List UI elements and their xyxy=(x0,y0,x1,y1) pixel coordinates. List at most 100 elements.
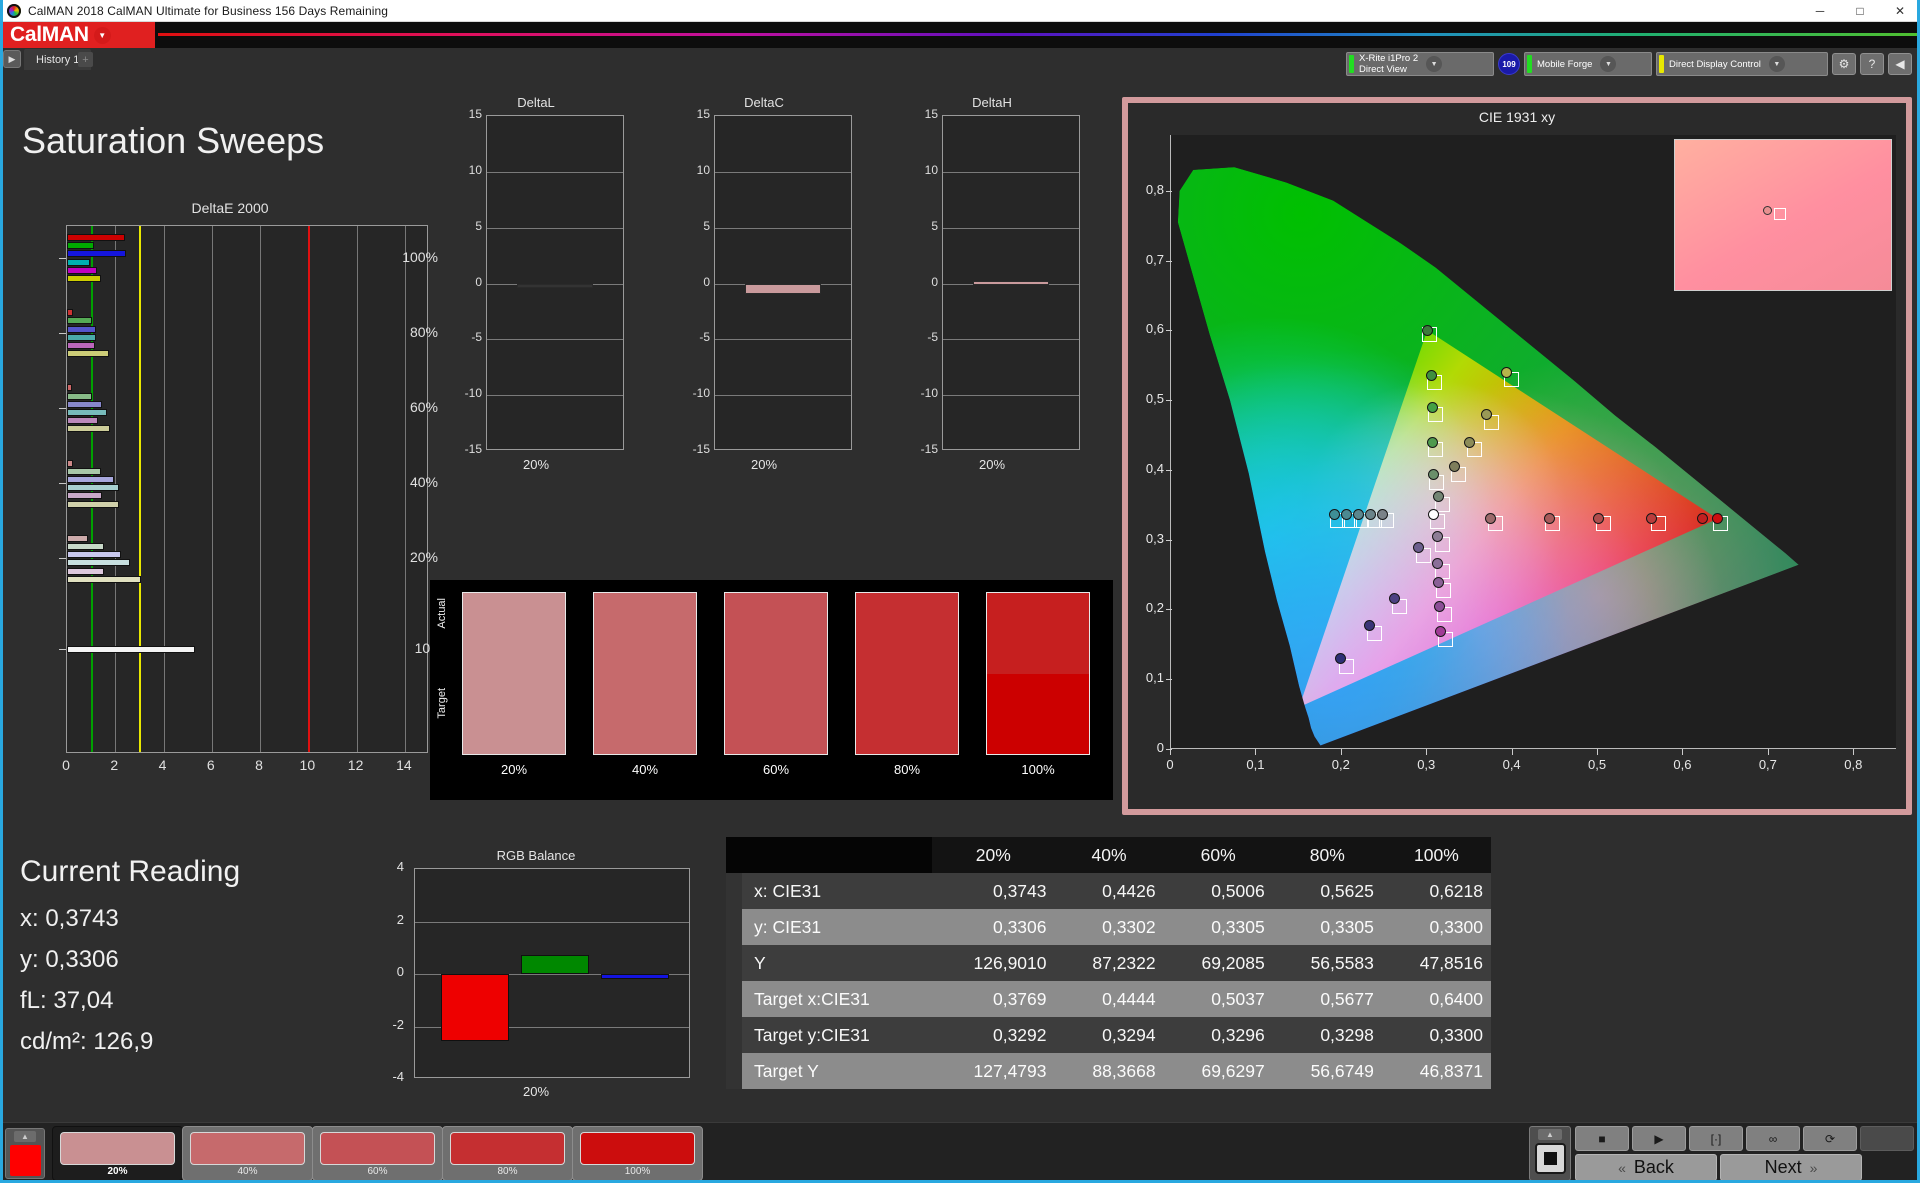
stop-measurement-button[interactable]: ▲ xyxy=(1529,1126,1571,1181)
cie-measured-point[interactable] xyxy=(1340,509,1352,521)
cie-measured-point[interactable] xyxy=(1543,513,1555,525)
deltae-xlabel: 2 xyxy=(110,757,119,773)
deltaC-bar xyxy=(744,283,822,294)
chevron-right-icon: » xyxy=(1809,1159,1818,1176)
bottom-swatch-100[interactable]: 100% xyxy=(572,1126,703,1181)
cie-measured-point[interactable] xyxy=(1593,513,1605,525)
play-arrow-icon[interactable]: ▶ xyxy=(3,50,21,68)
cie-measured-point[interactable] xyxy=(1421,324,1433,336)
blank-icon[interactable] xyxy=(1860,1126,1914,1151)
table-column-header: 40% xyxy=(1054,837,1164,873)
maximize-button[interactable]: □ xyxy=(1856,3,1864,18)
cie-measured-point[interactable] xyxy=(1431,530,1443,542)
cie-measured-point[interactable] xyxy=(1426,369,1437,381)
cie-measured-point[interactable] xyxy=(1484,512,1496,524)
add-tab-icon[interactable]: + xyxy=(78,52,93,67)
gridline xyxy=(487,227,623,229)
chevron-up-icon[interactable]: ▲ xyxy=(1538,1129,1562,1140)
cie-measured-point[interactable] xyxy=(1389,592,1401,604)
row-indicator xyxy=(726,945,742,981)
swatch-cell[interactable] xyxy=(462,592,566,755)
cie-measured-point[interactable] xyxy=(1413,541,1425,553)
swatch-cell[interactable] xyxy=(855,592,959,755)
cie-ylabel: 0,3 xyxy=(1145,530,1164,546)
chevron-down-icon[interactable]: ▼ xyxy=(1768,56,1785,72)
minimize-button[interactable]: ─ xyxy=(1815,3,1825,18)
play-icon[interactable]: ▶ xyxy=(1632,1126,1686,1151)
deltae-xlabel: 8 xyxy=(255,757,263,773)
cie-measured-point[interactable] xyxy=(1501,366,1513,378)
bottom-swatch-20[interactable]: 20% xyxy=(52,1126,183,1181)
cie-measured-point[interactable] xyxy=(1352,509,1364,521)
tab-history-1[interactable]: History 1 xyxy=(24,49,92,70)
deltae-bar xyxy=(67,459,74,467)
deltae-bar xyxy=(67,258,90,266)
refresh-icon[interactable]: ⟳ xyxy=(1803,1126,1857,1151)
gridline xyxy=(415,1026,689,1028)
cie-measured-point[interactable] xyxy=(1427,509,1439,521)
deltaL-ytick: 10 xyxy=(468,162,482,177)
next-button[interactable]: Next » xyxy=(1720,1154,1862,1181)
meter-selector[interactable]: X-Rite i1Pro 2 Direct View ▼ xyxy=(1346,52,1494,76)
cie-measured-point[interactable] xyxy=(1696,513,1708,525)
cie-measured-point[interactable] xyxy=(1433,601,1445,613)
display-control-selector[interactable]: Direct Display Control ▼ xyxy=(1656,52,1828,76)
stop-icon[interactable]: ■ xyxy=(1575,1126,1629,1151)
cie-measured-point[interactable] xyxy=(1431,557,1443,569)
chevron-down-icon[interactable]: ▼ xyxy=(1426,56,1443,72)
table-cell: 56,5583 xyxy=(1310,952,1374,973)
swatch-cell[interactable] xyxy=(724,592,828,755)
cie-measured-point[interactable] xyxy=(1329,509,1341,521)
swatch-cell[interactable] xyxy=(986,592,1090,755)
cie-measured-point[interactable] xyxy=(1434,626,1446,638)
cie-measured-point[interactable] xyxy=(1449,460,1461,472)
cie-measured-point[interactable] xyxy=(1426,401,1438,413)
cie-measured-point[interactable] xyxy=(1464,436,1476,448)
axis-tick xyxy=(1853,749,1855,755)
device-toolbar: X-Rite i1Pro 2 Direct View ▼ 109 Mobile … xyxy=(1346,52,1912,76)
gridline xyxy=(487,395,623,397)
bottom-swatch-40[interactable]: 40% xyxy=(182,1126,313,1181)
table-cell: 0,3305 xyxy=(1211,916,1265,937)
question-icon[interactable]: ? xyxy=(1860,53,1884,75)
gear-icon[interactable]: ⚙ xyxy=(1832,53,1856,75)
home-swatch-button[interactable]: ▲ xyxy=(5,1128,45,1179)
table-cell: 88,3668 xyxy=(1092,1060,1156,1081)
cie-measured-point[interactable] xyxy=(1646,513,1658,525)
axis-tick xyxy=(1166,609,1172,611)
deltaH-ytick: -10 xyxy=(920,386,938,401)
cie-measured-point[interactable] xyxy=(1335,652,1347,664)
chevron-up-icon[interactable]: ▲ xyxy=(14,1131,36,1142)
bottom-swatch-label: 60% xyxy=(367,1166,388,1177)
cie-measured-point[interactable] xyxy=(1377,509,1389,521)
cie-measured-point[interactable] xyxy=(1432,577,1444,589)
table-cell: 0,3743 xyxy=(992,880,1047,901)
cie-measured-point[interactable] xyxy=(1432,490,1444,502)
cie-measured-point[interactable] xyxy=(1365,509,1377,521)
chevron-down-icon[interactable]: ▼ xyxy=(1600,56,1617,72)
control-name: Direct Display Control xyxy=(1669,58,1761,70)
source-selector[interactable]: Mobile Forge ▼ xyxy=(1524,52,1652,76)
cie-measured-point[interactable] xyxy=(1712,513,1724,525)
back-button[interactable]: « Back xyxy=(1575,1154,1717,1181)
deltaL-ytick: -10 xyxy=(464,386,482,401)
cie-measured-point[interactable] xyxy=(1363,620,1375,631)
measure-icon[interactable]: [·] xyxy=(1689,1126,1743,1151)
calman-brand-button[interactable]: CalMAN ▼ xyxy=(2,22,155,48)
close-button[interactable]: ✕ xyxy=(1894,3,1906,18)
bottom-swatch-80[interactable]: 80% xyxy=(442,1126,573,1181)
continuous-icon[interactable]: ∞ xyxy=(1746,1126,1800,1151)
deltae-bar xyxy=(67,575,141,583)
chevron-down-icon[interactable]: ▼ xyxy=(93,26,111,44)
axis-tick xyxy=(1597,749,1599,755)
meter-badge[interactable]: 109 xyxy=(1498,53,1520,75)
cie-measured-point[interactable] xyxy=(1426,436,1438,448)
cie-measured-point[interactable] xyxy=(1427,469,1439,481)
chevron-left-icon[interactable]: ◀ xyxy=(1888,53,1912,75)
cie-xlabel: 0,4 xyxy=(1502,757,1521,772)
swatch-cell[interactable] xyxy=(593,592,697,755)
cie-measured-point[interactable] xyxy=(1480,409,1492,421)
cie-ylabel: 0,4 xyxy=(1145,460,1164,476)
table-cell: 126,9010 xyxy=(973,952,1047,973)
bottom-swatch-60[interactable]: 60% xyxy=(312,1126,443,1181)
